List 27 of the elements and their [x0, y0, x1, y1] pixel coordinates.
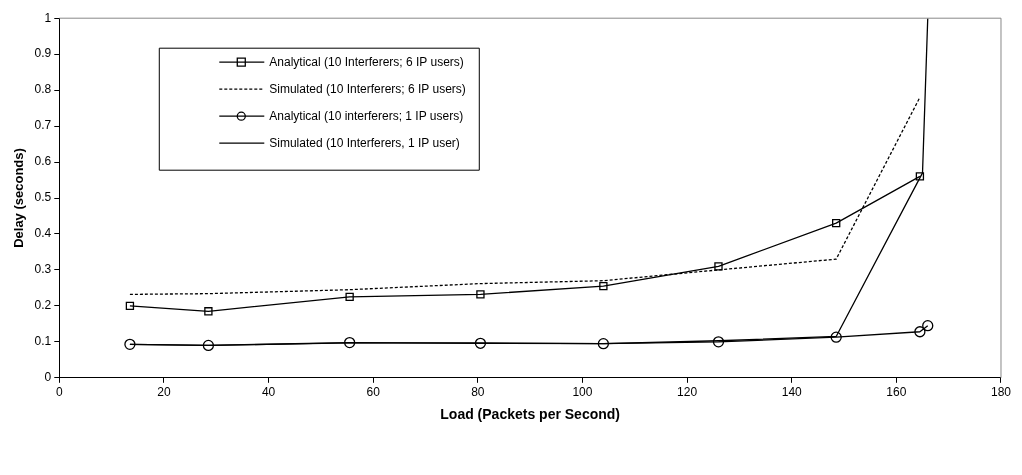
x-tick-label: 160 [886, 385, 907, 400]
legend-label: Analytical (10 interferers; 1 IP users) [269, 108, 464, 123]
x-tick-label: 20 [157, 385, 171, 400]
y-tick-label: 0.8 [34, 82, 52, 97]
y-axis-title: Delay (seconds) [11, 148, 27, 248]
y-tick-label: 0.7 [34, 118, 52, 133]
x-tick-label: 80 [471, 385, 485, 400]
y-tick-label: 0.5 [34, 190, 52, 205]
x-tick-label: 0 [55, 385, 63, 400]
y-tick-label: 0.2 [34, 298, 52, 313]
x-axis-title: Load (Packets per Second) [440, 406, 620, 423]
x-tick-label: 180 [990, 385, 1012, 400]
y-tick-label: 1 [44, 10, 52, 25]
x-tick-label: 140 [781, 385, 803, 400]
y-tick-label: 0.6 [34, 154, 52, 169]
y-tick-label: 0.1 [34, 334, 52, 349]
x-tick-label: 60 [366, 385, 381, 400]
legend-label: Simulated (10 Interferers; 6 IP users) [269, 81, 466, 96]
y-tick-label: 0.9 [34, 46, 52, 61]
y-tick-label: 0 [44, 370, 52, 385]
x-tick-label: 40 [261, 385, 276, 400]
x-tick-label: 100 [572, 385, 593, 400]
legend-label: Simulated (10 Interferers, 1 IP user) [269, 135, 460, 150]
x-tick-label: 120 [677, 385, 698, 400]
legend-label: Analytical (10 Interferers; 6 IP users) [269, 54, 464, 69]
y-tick-label: 0.3 [34, 262, 52, 277]
y-tick-label: 0.4 [34, 226, 52, 241]
